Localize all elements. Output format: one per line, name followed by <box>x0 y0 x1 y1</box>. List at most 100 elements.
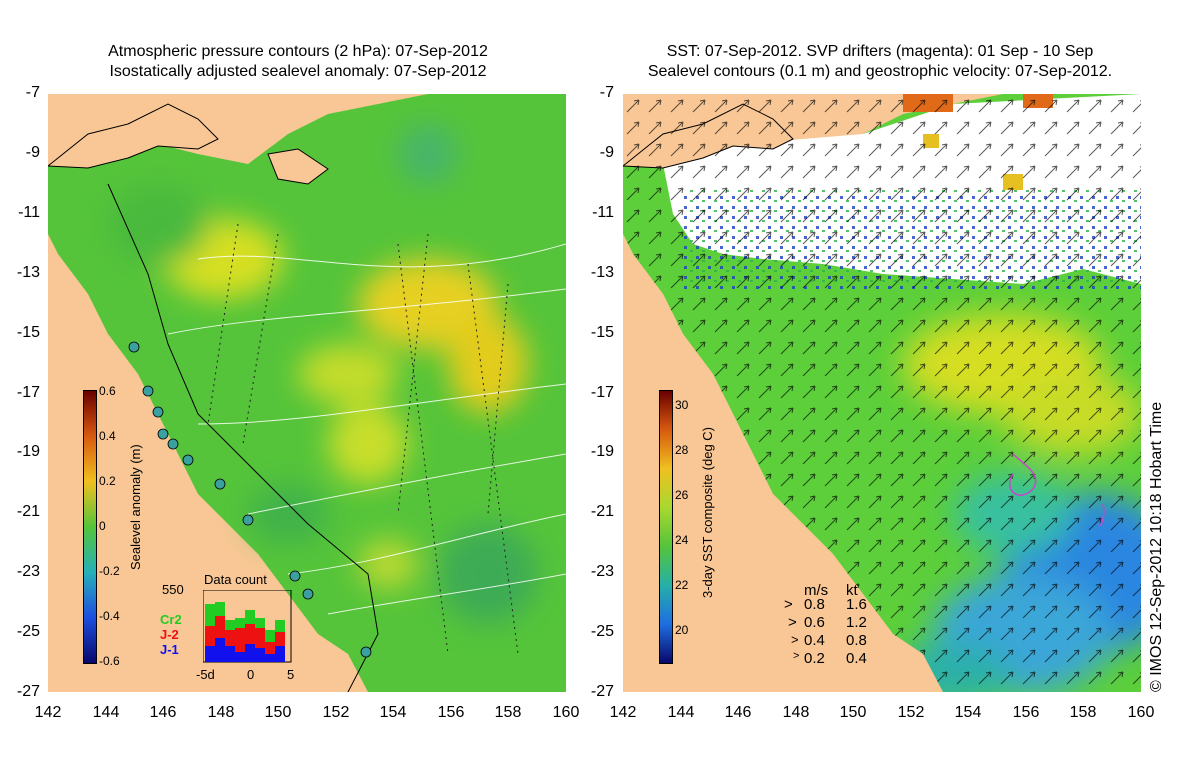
right-ylabel-m21: -21 <box>590 503 614 520</box>
sst-cbar-tick-20: 20 <box>675 623 689 637</box>
velocity-legend-kt-06: 1.2 <box>846 614 867 631</box>
series-label-cr2: Cr2 <box>160 612 182 627</box>
drifter-track <box>1009 453 1105 527</box>
sst-cbar-tick-30: 30 <box>675 398 689 412</box>
left-ylabel-m21: -21 <box>16 503 40 520</box>
right-map-sst[interactable] <box>623 94 1141 692</box>
left-map-title-line1: Atmospheric pressure contours (2 hPa): 0… <box>108 43 488 60</box>
sst-cbar-tick-24: 24 <box>675 533 689 547</box>
sst-cbar-tick-26: 26 <box>675 488 689 502</box>
left-xlabel-146: 146 <box>149 704 177 721</box>
right-ylabel-m25: -25 <box>590 623 614 640</box>
left-xlabel-150: 150 <box>264 704 292 721</box>
right-ylabel-m9: -9 <box>599 144 614 161</box>
coastline-east-australia <box>623 234 943 692</box>
right-ylabel-m23: -23 <box>590 563 614 580</box>
sst-colorbar <box>659 390 673 664</box>
velocity-legend-ms-04: 0.4 <box>804 632 825 649</box>
right-xlabel-150: 150 <box>839 704 867 721</box>
left-ylabel-m13: -13 <box>16 264 40 281</box>
sst-colorbar-title: 3-day SST composite (deg C) <box>700 427 715 598</box>
left-ylabel-m15: -15 <box>16 324 40 341</box>
sealevel-colorbar-title: Sealevel anomaly (m) <box>128 444 143 570</box>
cbar-tick-2: 0.4 <box>99 429 116 443</box>
sst-cbar-tick-28: 28 <box>675 443 689 457</box>
right-ylabel-m7: -7 <box>599 84 614 101</box>
left-xlabel-160: 160 <box>552 704 580 721</box>
data-count-xtick-5: 5 <box>287 667 295 682</box>
right-xlabel-142: 142 <box>609 704 637 721</box>
cbar-tick-4: 0 <box>99 519 106 533</box>
sealevel-colorbar <box>83 390 97 664</box>
left-ylabel-m23: -23 <box>16 563 40 580</box>
tide-gauge-stations <box>128 341 372 658</box>
velocity-legend-arrow-08: > <box>784 596 793 613</box>
left-xlabel-142: 142 <box>34 704 62 721</box>
series-label-j1: J-1 <box>160 642 179 657</box>
right-xlabel-160: 160 <box>1127 704 1155 721</box>
left-xlabel-144: 144 <box>92 704 120 721</box>
velocity-legend-kt-08: 1.6 <box>846 596 867 613</box>
altimeter-tracks <box>207 223 519 655</box>
right-map-canvas <box>623 94 1141 692</box>
data-count-xtick-0: 0 <box>247 667 255 682</box>
left-ylabel-m25: -25 <box>16 623 40 640</box>
velocity-legend-arrow-04: > <box>791 632 799 647</box>
velocity-legend-header-ms: m/s <box>804 582 829 599</box>
left-map-title-line2: Isostatically adjusted sealevel anomaly:… <box>109 63 487 80</box>
right-ylabel-m11: -11 <box>592 204 614 221</box>
anomaly-field <box>108 124 538 624</box>
cbar-tick-5: -0.2 <box>99 564 120 578</box>
right-ylabel-m17: -17 <box>590 384 614 401</box>
cbar-tick-6: -0.4 <box>99 609 120 623</box>
velocity-legend-header-kt: kt <box>846 582 858 599</box>
left-ylabel-m9: -9 <box>25 144 40 161</box>
right-xlabel-158: 158 <box>1069 704 1097 721</box>
sst-cbar-tick-22: 22 <box>675 578 689 592</box>
left-xlabel-152: 152 <box>322 704 350 721</box>
data-count-histogram <box>203 590 292 663</box>
pressure-contours <box>167 243 566 615</box>
right-map-title-line1: SST: 07-Sep-2012. SVP drifters (magenta)… <box>666 43 1094 60</box>
right-xlabel-146: 146 <box>724 704 752 721</box>
data-count-xtick-minus5d: -5d <box>196 667 215 682</box>
left-ylabel-m7: -7 <box>25 84 40 101</box>
right-ylabel-m15: -15 <box>590 324 614 341</box>
right-ylabel-m19: -19 <box>590 443 614 460</box>
velocity-legend-kt-02: 0.4 <box>846 650 867 667</box>
cbar-tick-3: 0.2 <box>99 474 116 488</box>
right-xlabel-156: 156 <box>1012 704 1040 721</box>
left-map-canvas <box>48 94 566 692</box>
left-xlabel-158: 158 <box>494 704 522 721</box>
right-map-title-line2: Sealevel contours (0.1 m) and geostrophi… <box>647 63 1113 80</box>
histogram-bars <box>205 602 285 662</box>
right-xlabel-148: 148 <box>782 704 810 721</box>
right-ylabel-m13: -13 <box>590 264 614 281</box>
cbar-tick-1: 0.6 <box>99 384 116 398</box>
new-guinea-tail <box>48 103 219 169</box>
cbar-tick-7: -0.6 <box>99 654 120 668</box>
left-xlabel-148: 148 <box>207 704 235 721</box>
left-ylabel-m27: -27 <box>16 683 40 700</box>
right-xlabel-152: 152 <box>897 704 925 721</box>
left-map-sealevel-anomaly[interactable] <box>48 94 566 692</box>
louisiade-islands <box>267 148 329 185</box>
data-count-ymax: 550 <box>162 582 184 597</box>
credit-text: © IMOS 12-Sep-2012 10:18 Hobart Time <box>1148 401 1165 692</box>
velocity-legend-arrow-06: > <box>788 614 797 631</box>
velocity-legend-ms-06: 0.6 <box>804 614 825 631</box>
velocity-legend-arrow-02: > <box>793 650 800 662</box>
data-count-title: Data count <box>204 572 267 587</box>
right-xlabel-144: 144 <box>667 704 695 721</box>
series-label-j2: J-2 <box>160 627 179 642</box>
right-xlabel-154: 154 <box>954 704 982 721</box>
left-ylabel-m19: -19 <box>16 443 40 460</box>
shelf-contour <box>107 183 379 692</box>
left-xlabel-156: 156 <box>437 704 465 721</box>
velocity-legend-kt-04: 0.8 <box>846 632 867 649</box>
left-xlabel-154: 154 <box>379 704 407 721</box>
left-ylabel-m11: -11 <box>18 204 40 221</box>
velocity-legend-ms-02: 0.2 <box>804 650 825 667</box>
velocity-legend-ms-08: 0.8 <box>804 596 825 613</box>
right-ylabel-m27: -27 <box>590 683 614 700</box>
